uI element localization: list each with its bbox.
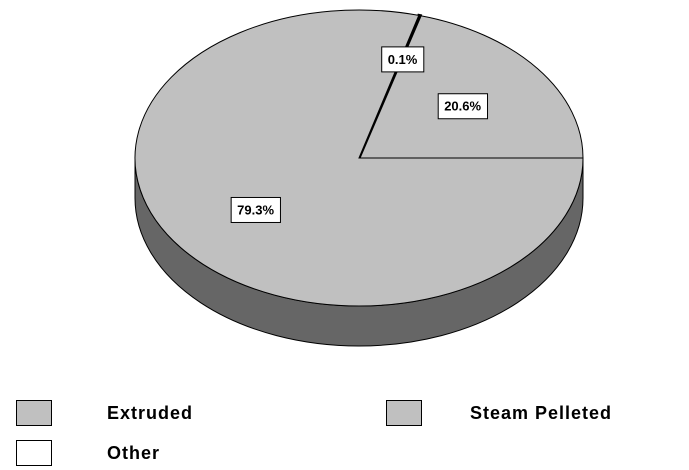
data-label-extruded: 20.6% (437, 93, 489, 120)
data-label-other: 0.1% (381, 46, 425, 73)
pie-data-labels: 20.6% 0.1% 79.3% (230, 46, 489, 223)
svg-text:79.3%: 79.3% (237, 202, 274, 217)
data-label-steam-pelleted: 79.3% (230, 196, 281, 223)
pie-slice-steam-pelleted (134, 9, 584, 307)
pie-slices (134, 9, 584, 307)
svg-text:20.6%: 20.6% (444, 99, 481, 114)
svg-text:0.1%: 0.1% (388, 52, 418, 67)
